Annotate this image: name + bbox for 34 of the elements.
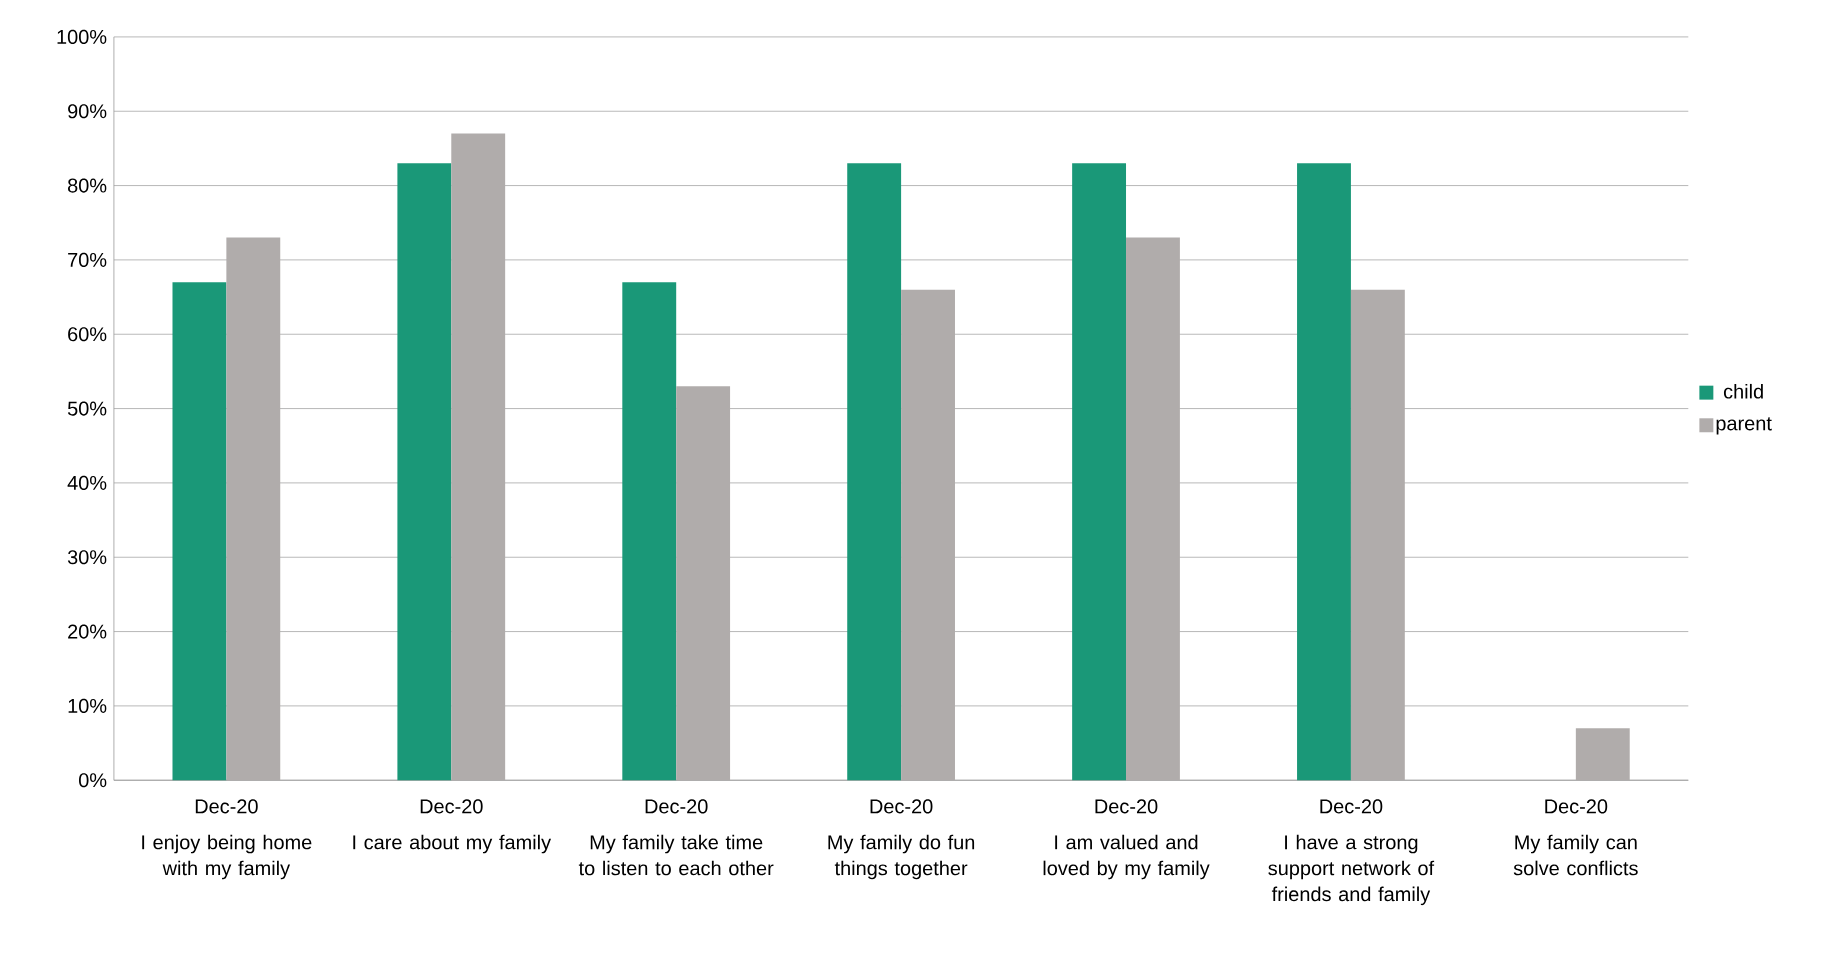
x-tick-label: My family take time to listen to each other bbox=[578, 834, 774, 876]
text: Dec-20 bbox=[870, 799, 933, 814]
legend-label: child bbox=[1723, 383, 1763, 399]
y-tick-label: 100% bbox=[57, 29, 107, 44]
y-tick-label: 70% bbox=[68, 252, 107, 267]
x-tick-label: I enjoy being home with my family bbox=[142, 834, 312, 880]
x-tick-label: I care about my family bbox=[353, 834, 552, 854]
text: Dec-20 bbox=[1545, 799, 1608, 814]
text: Dec-20 bbox=[195, 799, 258, 814]
text: Dec-20 bbox=[1320, 799, 1383, 814]
text: Dec-20 bbox=[645, 799, 708, 814]
y-tick-label: 40% bbox=[67, 475, 107, 490]
bar bbox=[1072, 163, 1127, 781]
y-tick-label: 0% bbox=[79, 773, 107, 788]
y-tick-label: 50% bbox=[67, 401, 107, 416]
x-tick-label: I have a strong support network of friends and family bbox=[1268, 834, 1435, 906]
text: Dec-20 bbox=[420, 799, 483, 814]
bar bbox=[847, 163, 902, 781]
legend-label: parent bbox=[1716, 417, 1772, 435]
x-tick-label: I am valued and loved by my family bbox=[1043, 834, 1210, 880]
y-tick-label: 60% bbox=[68, 327, 107, 342]
y-tick-label: 90% bbox=[68, 104, 107, 119]
bar bbox=[172, 282, 227, 781]
bar bbox=[397, 163, 452, 781]
y-tick-label: 20% bbox=[68, 624, 107, 639]
bar bbox=[622, 282, 677, 781]
text: Dec-20 bbox=[1095, 799, 1158, 814]
x-tick-label: My family can solve conflicts bbox=[1513, 834, 1638, 876]
x-tick-label: My family do fun things together bbox=[828, 834, 975, 880]
y-tick-label: 10% bbox=[68, 698, 107, 713]
bar bbox=[1575, 728, 1630, 781]
y-tick-label: 30% bbox=[67, 550, 107, 565]
y-tick-label: 80% bbox=[67, 178, 107, 193]
bar bbox=[1297, 163, 1351, 781]
